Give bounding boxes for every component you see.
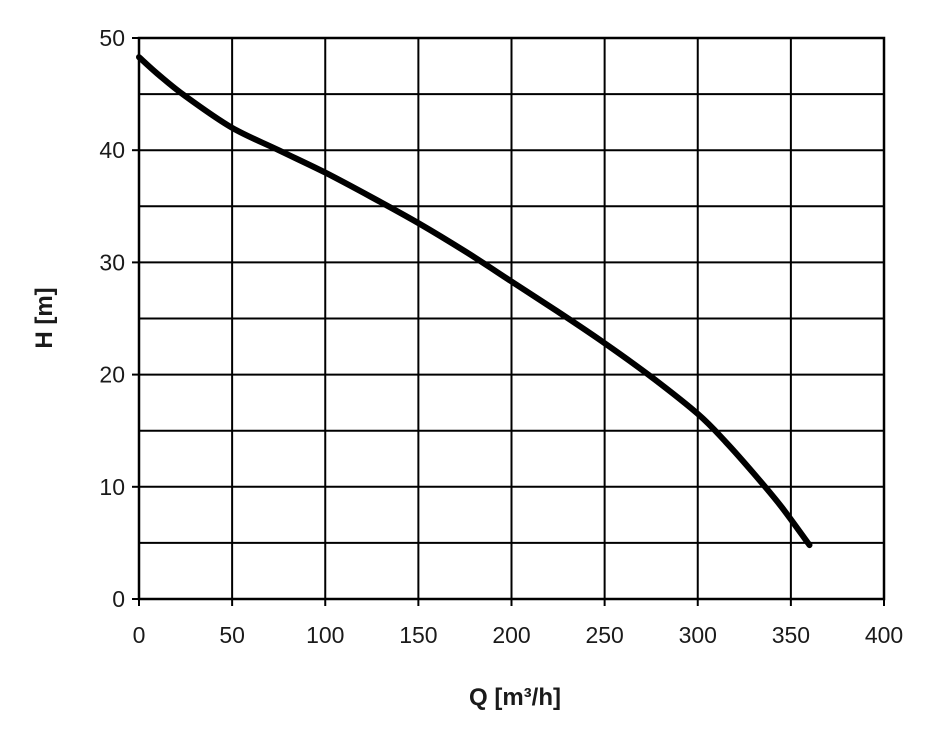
x-tick-label: 250 [585,622,623,648]
x-tick-label: 0 [133,622,146,648]
y-tick-label: 10 [99,474,125,500]
x-axis-label: Q [m³/h] [469,684,561,711]
y-tick-label: 0 [112,586,125,612]
series-layer [136,54,813,549]
head-flow-curve [136,54,813,549]
x-axis-ticks: 0 50 100 150 200 250 300 350 400 [133,599,903,648]
x-tick-label: 150 [399,622,437,648]
x-tick-label: 350 [772,622,810,648]
y-tick-label: 20 [99,362,125,388]
x-tick-label: 50 [219,622,245,648]
y-tick-label: 50 [99,25,125,51]
y-tick-label: 40 [99,137,125,163]
y-axis-label: H [m] [31,287,58,348]
grid [138,37,885,600]
y-axis-ticks: 0 10 20 30 40 50 [99,25,139,612]
y-tick-label: 30 [99,249,125,275]
x-tick-label: 200 [492,622,530,648]
x-tick-label: 300 [679,622,717,648]
x-tick-label: 100 [306,622,344,648]
x-tick-label: 400 [865,622,903,648]
